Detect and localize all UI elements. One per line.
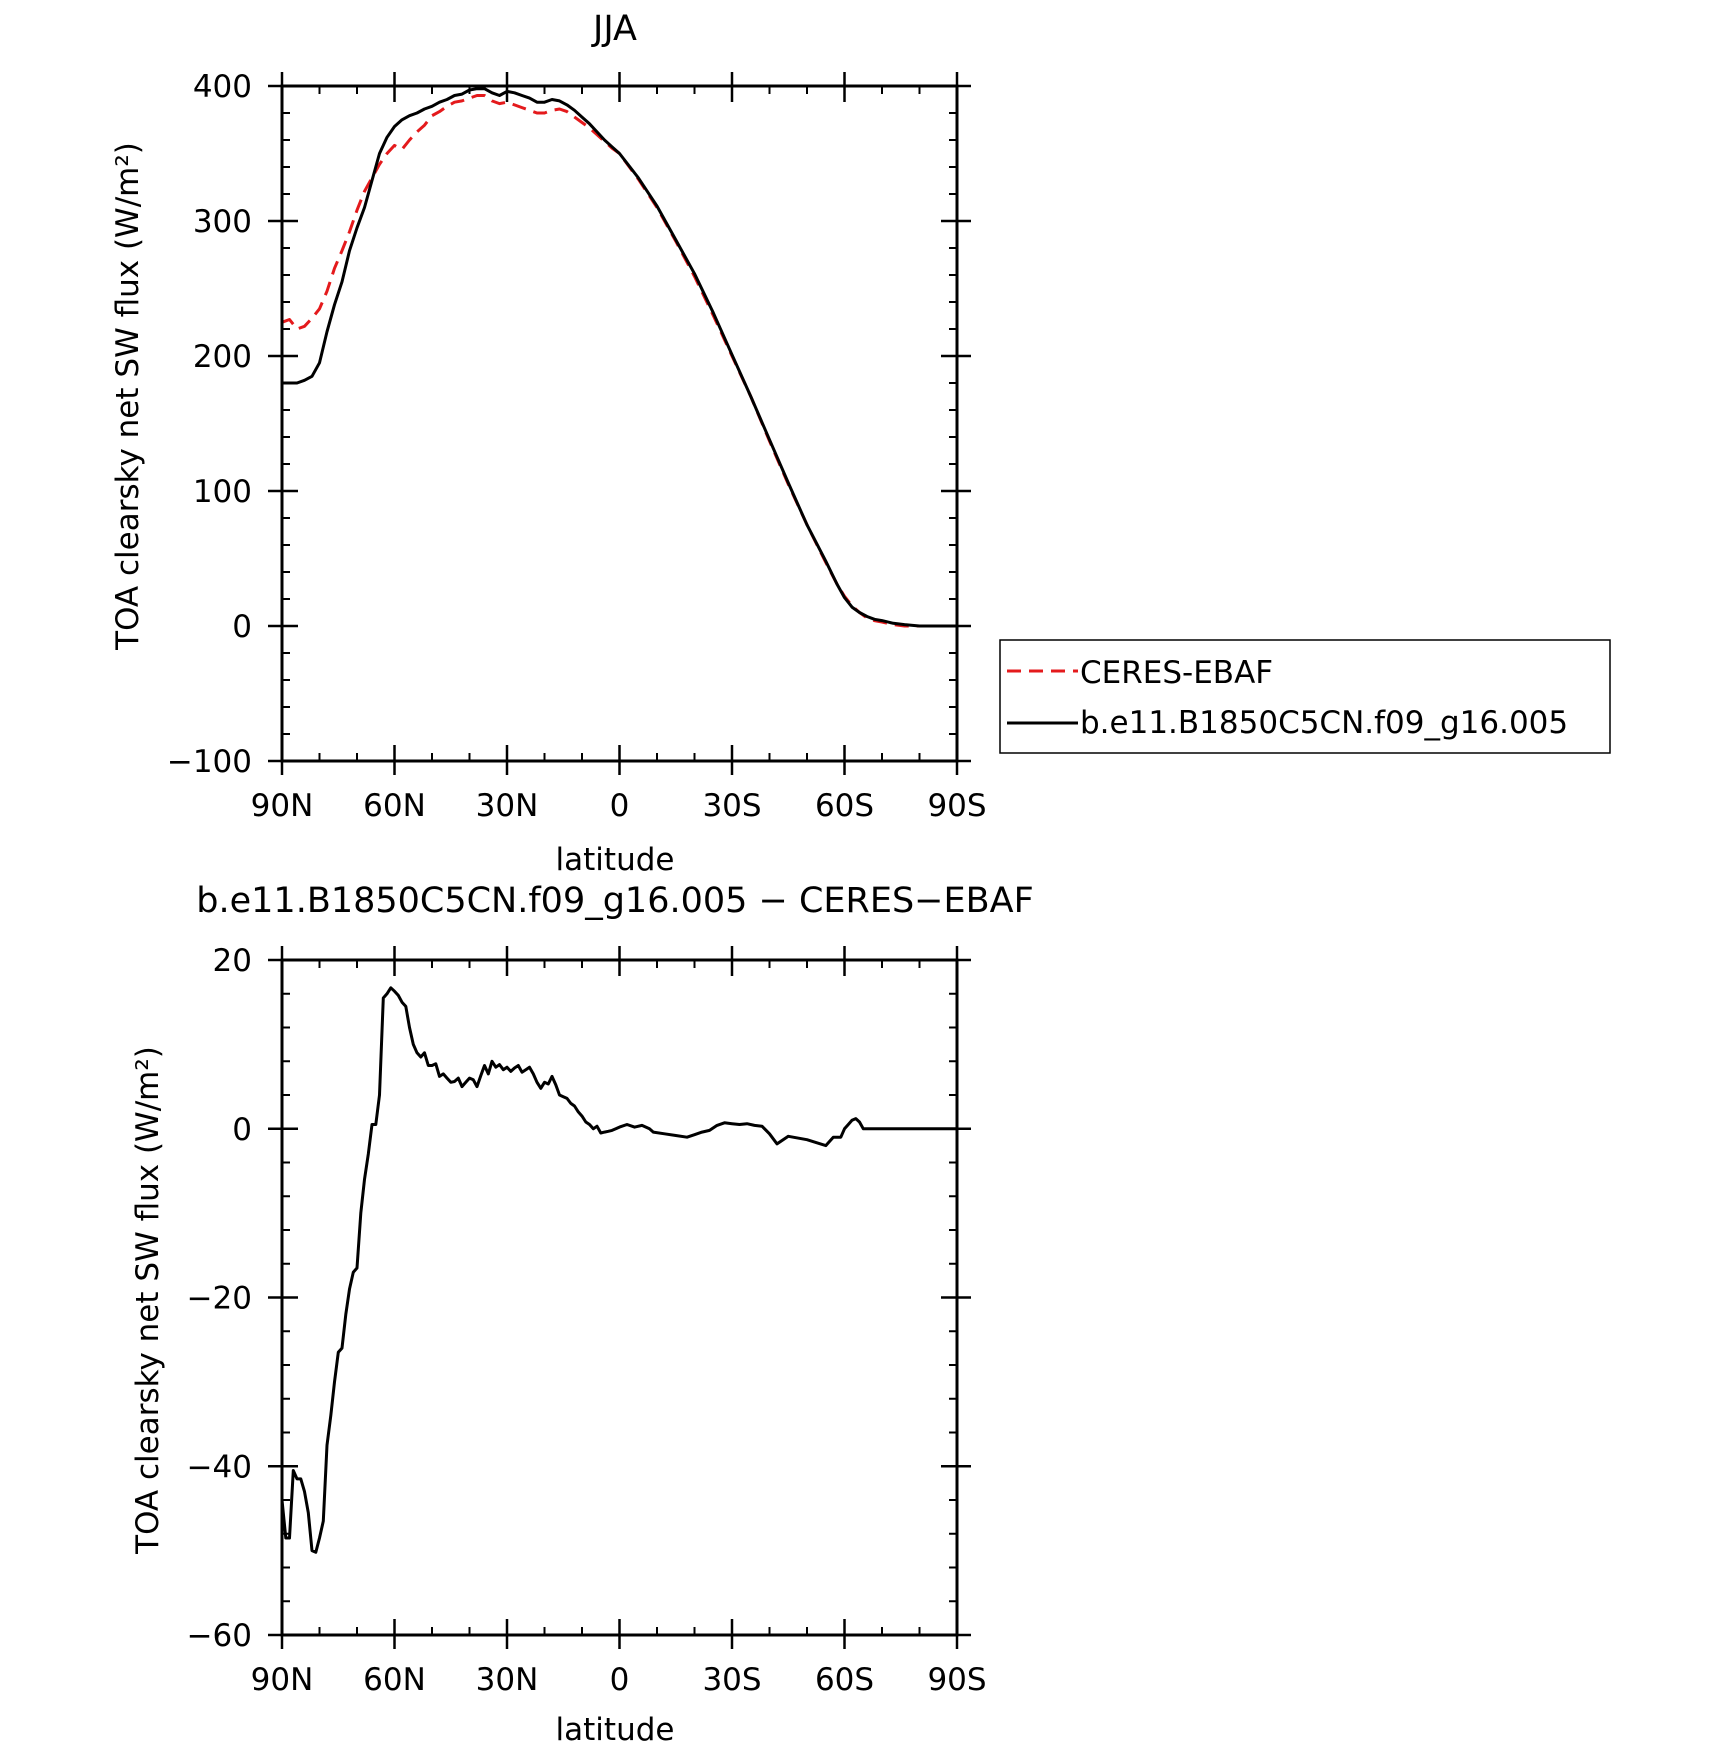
bottom-panel-series: [280, 986, 957, 1554]
bottom-panel-ylabel: TOA clearsky net SW flux (W/m²): [130, 1046, 166, 1555]
legend-model-label: b.e11.B1850C5CN.f09_g16.005: [1080, 705, 1568, 741]
top-panel-xtick-label: 90N: [251, 788, 314, 824]
top-panel-ylabel: TOA clearsky net SW flux (W/m²): [110, 142, 146, 651]
bottom-panel-ytick-label: −40: [187, 1449, 252, 1485]
bottom-panel-ytick-label: −20: [187, 1281, 252, 1317]
bottom-panel-title: b.e11.B1850C5CN.f09_g16.005 − CERES−EBAF: [196, 881, 1033, 921]
bottom-panel-xlabel: latitude: [556, 1712, 675, 1745]
bottom-panel-ytick-label: −60: [187, 1618, 252, 1654]
top-panel-frame: [280, 84, 959, 763]
top-panel-ytick-label: 200: [193, 339, 252, 375]
top-panel-ytick-label: 0: [232, 609, 252, 645]
top-panel: JJA TOA clearsky net SW flux (W/m²) lati…: [110, 9, 987, 878]
bottom-panel-ytick-label: 0: [232, 1112, 252, 1148]
top-panel-xtick-label: 0: [610, 788, 630, 824]
bottom-panel-xtick-label: 60N: [363, 1662, 426, 1698]
bottom-panel-frame: [280, 958, 959, 1637]
bottom-panel-xtick-label: 60S: [815, 1662, 874, 1698]
bottom-panel-xtick-label: 90S: [927, 1662, 986, 1698]
top-panel-ticks: 90N 60N 30N 0 30S 60S 90S −100 0 100 200 300 400: [167, 69, 987, 824]
top-panel-series: [281, 87, 957, 628]
top-panel-xtick-label: 60S: [815, 788, 874, 824]
top-panel-xtick-label: 90S: [927, 788, 986, 824]
top-panel-series-b-e11-b1850c5cn-f09-g16-005-line: [282, 87, 957, 628]
top-panel-ytick-label: 100: [193, 474, 252, 510]
bottom-panel-xtick-label: 90N: [251, 1662, 314, 1698]
legend-box: [999, 639, 1611, 754]
legend-ceres-label: CERES-EBAF: [1080, 655, 1273, 691]
bottom-panel-xtick-label: 30S: [702, 1662, 761, 1698]
top-panel-xtick-label: 30N: [476, 788, 539, 824]
top-panel-ytick-label: 400: [193, 69, 252, 105]
bottom-panel-xtick-label: 0: [610, 1662, 630, 1698]
top-panel-ytick-label: −100: [167, 744, 252, 780]
top-panel-xtick-label: 30S: [702, 788, 761, 824]
top-panel-xlabel: latitude: [556, 842, 675, 878]
bottom-panel-series-difference-line: [280, 986, 957, 1554]
bottom-panel: b.e11.B1850C5CN.f09_g16.005 − CERES−EBAF…: [130, 881, 1034, 1745]
top-panel-xtick-label: 60N: [363, 788, 426, 824]
legend: CERES-EBAF b.e11.B1850C5CN.f09_g16.005: [999, 639, 1611, 754]
bottom-panel-xtick-label: 30N: [476, 1662, 539, 1698]
bottom-panel-ytick-label: 20: [213, 943, 252, 979]
top-panel-title: JJA: [591, 9, 637, 49]
top-panel-ytick-label: 300: [193, 204, 252, 240]
